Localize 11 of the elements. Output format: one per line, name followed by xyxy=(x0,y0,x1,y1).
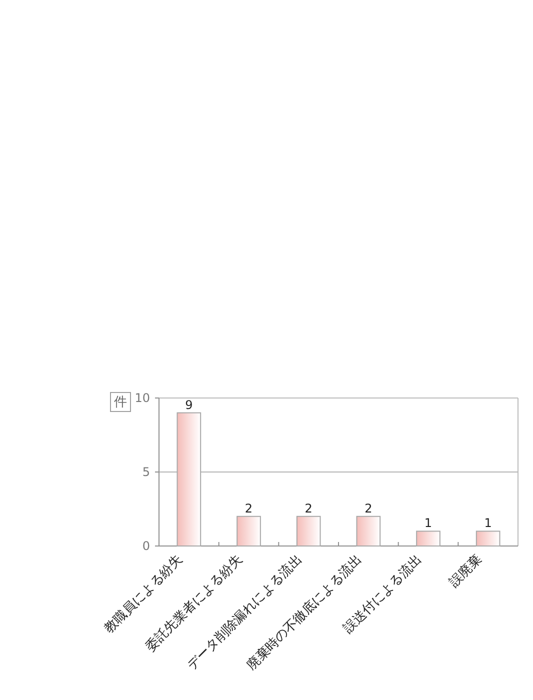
data-label: 2 xyxy=(244,501,253,516)
x-tick-label: 誤廃棄 xyxy=(446,552,485,590)
y-tick-label: 5 xyxy=(142,465,150,479)
data-label: 2 xyxy=(304,501,312,516)
y-tick-label: 10 xyxy=(134,391,150,405)
data-label: 9 xyxy=(185,398,193,412)
y-tick-label: 0 xyxy=(142,539,150,553)
data-label: 1 xyxy=(484,516,492,530)
data-label: 1 xyxy=(424,516,432,530)
y-axis-title: 件 xyxy=(114,395,127,410)
data-label: 2 xyxy=(364,501,372,516)
